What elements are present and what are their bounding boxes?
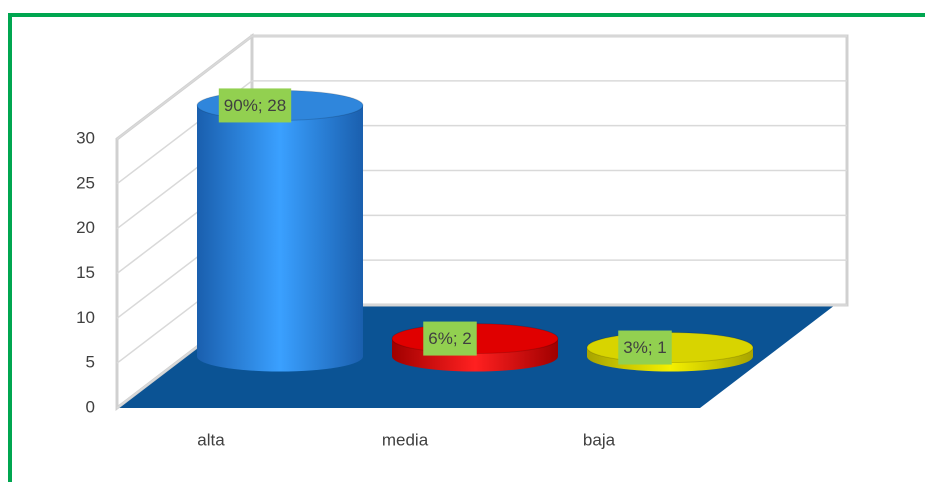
y-tick-label: 5 (86, 353, 95, 372)
data-label: 6%; 2 (428, 329, 471, 348)
y-tick-label: 20 (76, 218, 95, 237)
x-tick-label: baja (583, 430, 616, 449)
data-label-box (618, 330, 672, 365)
data-label: 3%; 1 (623, 338, 666, 357)
x-tick-label: media (382, 430, 429, 449)
y-tick-label: 0 (86, 397, 95, 416)
data-label-box (218, 88, 292, 123)
data-label-box (423, 321, 477, 356)
y-tick-label: 30 (76, 128, 95, 147)
y-tick-label: 25 (76, 173, 95, 192)
y-tick-label: 10 (76, 308, 95, 327)
data-label: 90%; 28 (224, 96, 286, 115)
grid-line (116, 35, 253, 140)
y-tick-label: 15 (76, 263, 95, 282)
x-tick-label: alta (197, 430, 225, 449)
cylinder (197, 105, 363, 372)
